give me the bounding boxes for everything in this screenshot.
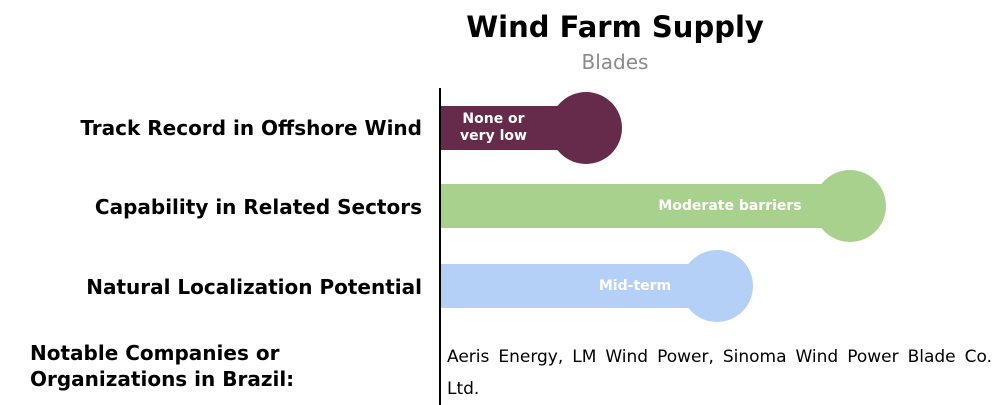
axis-line (439, 88, 441, 405)
level-label: Mid-term (598, 278, 672, 294)
companies-text: Aeris Energy, LM Wind Power, Sinoma Wind… (447, 347, 992, 399)
companies-label: Notable Companies or Organizations in Br… (30, 341, 295, 391)
bar-end (814, 170, 886, 242)
row-label: Track Record in Offshore Wind (80, 116, 422, 140)
level-label: None or very low (460, 111, 527, 144)
bar-end (681, 250, 753, 322)
bar (441, 184, 851, 228)
row-label: Natural Localization Potential (86, 275, 422, 299)
bar (441, 264, 717, 308)
bar-end (550, 92, 622, 164)
row-label: Capability in Related Sectors (94, 195, 422, 219)
level-label: Moderate barriers (658, 198, 802, 214)
chart-subtitle: Blades (581, 50, 649, 74)
chart-title: Wind Farm Supply (466, 10, 764, 44)
